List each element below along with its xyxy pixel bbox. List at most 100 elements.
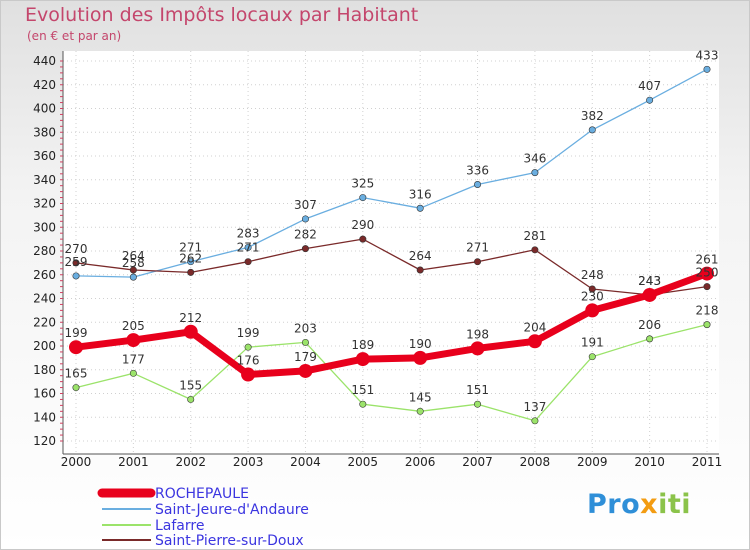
data-point bbox=[129, 266, 137, 274]
y-tick-label: 380 bbox=[33, 125, 56, 139]
data-label: 199 bbox=[237, 326, 260, 340]
data-label: 271 bbox=[237, 241, 260, 255]
data-point bbox=[527, 334, 542, 349]
series-line bbox=[75, 323, 708, 422]
data-label: 205 bbox=[122, 319, 145, 333]
data-label: 191 bbox=[581, 336, 604, 350]
data-label: 262 bbox=[179, 251, 202, 265]
legend-label: Saint-Pierre-sur-Doux bbox=[155, 533, 304, 549]
data-label: 271 bbox=[179, 241, 202, 255]
data-point bbox=[588, 353, 596, 361]
y-tick-label: 360 bbox=[33, 149, 56, 163]
x-tick-label: 2011 bbox=[692, 455, 723, 469]
data-label: 346 bbox=[523, 152, 546, 166]
data-label: 270 bbox=[65, 242, 88, 256]
y-tick-label: 140 bbox=[33, 410, 56, 424]
data-label: 243 bbox=[638, 274, 661, 288]
chart-title: Evolution des Impôts locaux par Habitant bbox=[25, 4, 419, 26]
data-point bbox=[244, 343, 252, 351]
data-label: 177 bbox=[122, 352, 145, 366]
data-point bbox=[187, 258, 195, 266]
data-point bbox=[301, 245, 309, 253]
data-label: 248 bbox=[581, 268, 604, 282]
data-point bbox=[413, 350, 428, 365]
x-tick-label: 2008 bbox=[520, 455, 551, 469]
x-tick-label: 2005 bbox=[348, 455, 379, 469]
data-point bbox=[69, 340, 83, 355]
data-label: 281 bbox=[523, 229, 546, 243]
data-point bbox=[416, 407, 424, 415]
data-point bbox=[244, 243, 252, 251]
data-label: 261 bbox=[696, 253, 719, 267]
x-tick-label: 2003 bbox=[233, 455, 264, 469]
data-label: 316 bbox=[409, 187, 432, 201]
y-tick-label: 220 bbox=[33, 315, 56, 329]
data-point bbox=[129, 273, 137, 281]
x-tick-label: 2000 bbox=[61, 455, 92, 469]
x-tick-label: 2006 bbox=[405, 455, 436, 469]
data-label: 204 bbox=[523, 320, 546, 334]
x-tick-label: 2009 bbox=[577, 455, 608, 469]
y-tick-label: 300 bbox=[33, 220, 56, 234]
chart-subtitle: (en € et par an) bbox=[27, 29, 122, 43]
data-point bbox=[126, 333, 141, 348]
data-label: 151 bbox=[351, 383, 374, 397]
data-label: 212 bbox=[179, 311, 202, 325]
data-point bbox=[298, 363, 313, 378]
proxiti-logo: Proxiti bbox=[587, 489, 691, 520]
data-label: 271 bbox=[466, 241, 489, 255]
y-tick-label: 120 bbox=[33, 434, 56, 448]
data-point bbox=[187, 395, 195, 403]
data-point bbox=[301, 215, 309, 223]
data-point bbox=[703, 65, 711, 73]
data-point bbox=[359, 400, 367, 408]
legend-label: Lafarre bbox=[155, 518, 204, 534]
series-line bbox=[75, 238, 708, 296]
data-point bbox=[187, 268, 195, 276]
data-point bbox=[355, 352, 370, 367]
data-label: 203 bbox=[294, 321, 317, 335]
data-label: 336 bbox=[466, 164, 489, 178]
y-tick-label: 200 bbox=[33, 339, 56, 353]
data-label: 230 bbox=[581, 289, 604, 303]
data-label: 282 bbox=[294, 228, 317, 242]
x-tick-label: 2002 bbox=[175, 455, 206, 469]
y-tick-label: 440 bbox=[33, 54, 56, 68]
data-label: 198 bbox=[466, 327, 489, 341]
legend-label: Saint-Jeure-d'Andaure bbox=[155, 502, 309, 518]
data-point bbox=[359, 194, 367, 202]
data-label: 243 bbox=[638, 274, 661, 288]
data-point bbox=[531, 169, 539, 177]
data-point bbox=[642, 287, 657, 302]
data-point bbox=[301, 338, 309, 346]
data-label: 433 bbox=[696, 48, 719, 62]
data-point bbox=[474, 181, 482, 189]
data-point bbox=[72, 272, 80, 280]
data-point bbox=[588, 126, 596, 134]
data-label: 189 bbox=[351, 338, 374, 352]
data-label: 165 bbox=[65, 367, 88, 381]
data-label: 206 bbox=[638, 318, 661, 332]
data-point bbox=[646, 96, 654, 104]
data-label: 250 bbox=[696, 266, 719, 280]
data-point bbox=[474, 258, 482, 266]
y-tick-label: 160 bbox=[33, 387, 56, 401]
data-label: 325 bbox=[351, 177, 374, 191]
legend-label: ROCHEPAULE bbox=[155, 486, 249, 502]
data-label: 259 bbox=[65, 255, 88, 269]
data-label: 290 bbox=[351, 218, 374, 232]
logo-part-2: x bbox=[640, 489, 659, 520]
data-label: 264 bbox=[122, 249, 145, 263]
x-tick-label: 2004 bbox=[290, 455, 321, 469]
data-point bbox=[359, 235, 367, 243]
y-tick-label: 420 bbox=[33, 78, 56, 92]
data-point bbox=[470, 341, 485, 356]
data-label: 199 bbox=[65, 326, 88, 340]
data-label: 179 bbox=[294, 350, 317, 364]
data-point bbox=[416, 266, 424, 274]
y-tick-label: 400 bbox=[33, 102, 56, 116]
data-point bbox=[531, 246, 539, 254]
data-point bbox=[183, 324, 198, 339]
data-label: 176 bbox=[237, 354, 260, 368]
